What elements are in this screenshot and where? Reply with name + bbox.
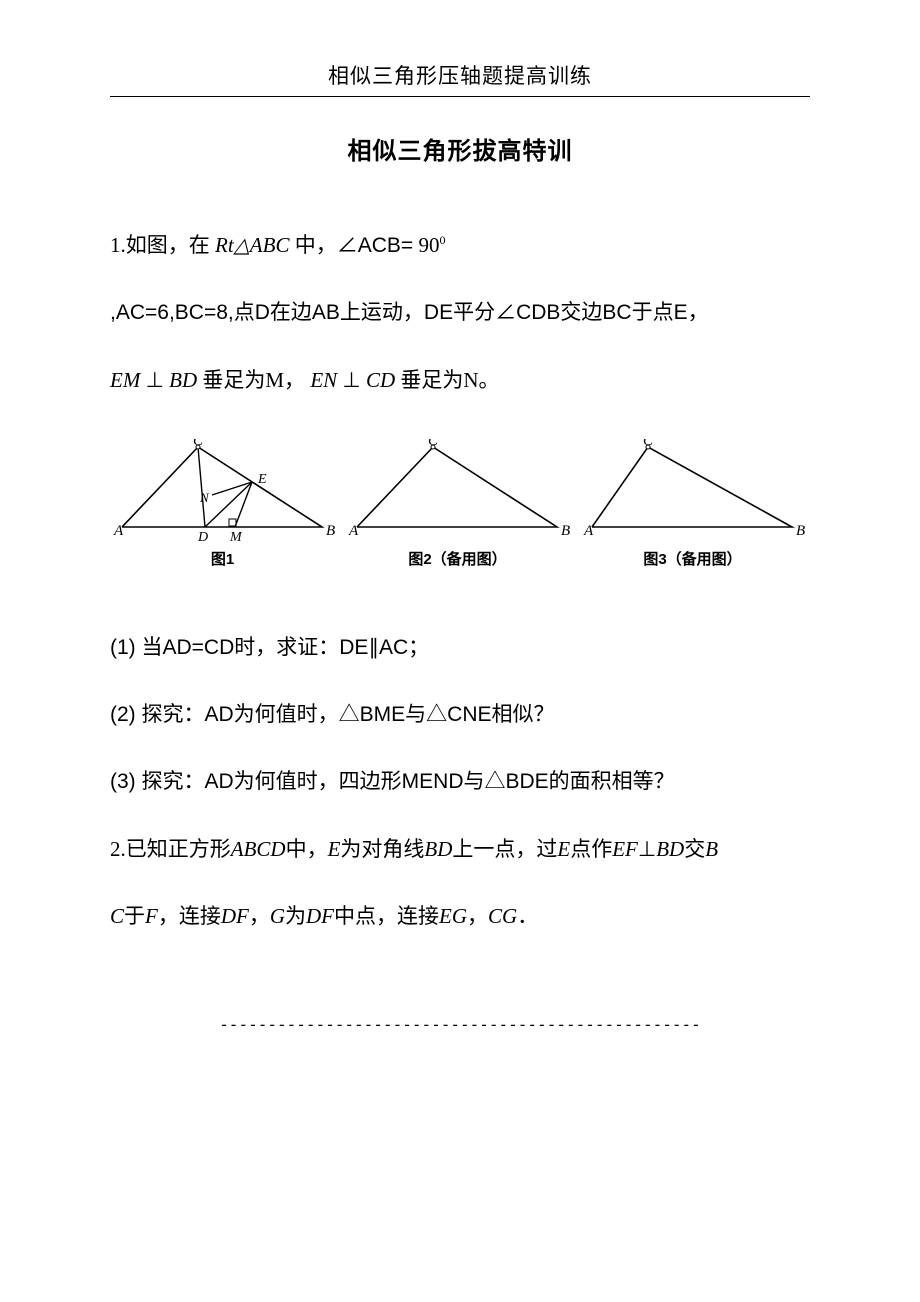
- p2-cg: CG: [488, 904, 517, 928]
- fig3-label-b: B: [796, 523, 805, 539]
- p1-l3-em: EM: [110, 368, 140, 392]
- fig2-triangle: [357, 447, 557, 527]
- p2-abcd: ABCD: [231, 837, 286, 861]
- fig2-label-b: B: [561, 523, 570, 539]
- fig1-label-b: B: [326, 523, 335, 539]
- problem2-line2: C于F，连接DF，G为DF中点，连接EG，CG．: [110, 887, 810, 946]
- p2-l1-e: 点作: [570, 837, 612, 861]
- p1-l3-mid1: 垂足为M，: [202, 368, 305, 392]
- problem2-line1: 2.已知正方形ABCD中，E为对角线BD上一点，过E点作EF⊥BD交B: [110, 820, 810, 879]
- p1-l1-rtabc: Rt△ABC: [215, 233, 289, 257]
- page: 相似三角形压轴题提高训练 相似三角形拔高特训 1.如图，在 Rt△ABC 中，∠…: [0, 0, 920, 1302]
- p2-ef: EF: [612, 837, 638, 861]
- p2-l1-c: 为对角线: [340, 837, 424, 861]
- figure-2-svg: A B C: [345, 439, 570, 544]
- problem1-q2: (2) 探究：AD为何值时，△BME与△CNE相似？: [110, 686, 810, 745]
- p1-l3-bd: BD: [169, 368, 197, 392]
- fig1-cd: [198, 447, 205, 527]
- p2-df2: DF: [306, 904, 334, 928]
- fig1-label-e: E: [257, 472, 267, 487]
- p2-f: F: [145, 904, 158, 928]
- figures-row: A B C D M E N 图1 A B C 图2（备用图）: [110, 439, 810, 569]
- figure-3-caption: 图3（备用图）: [580, 548, 805, 569]
- fig3-label-a: A: [583, 523, 594, 539]
- p2-bd: BD: [424, 837, 452, 861]
- p2-g: G: [270, 904, 285, 928]
- fig1-label-a: A: [113, 523, 124, 539]
- p2-l2-d: ，: [249, 904, 270, 928]
- problem1-line1: 1.如图，在 Rt△ABC 中，∠ACB= 900: [110, 216, 810, 276]
- p2-e2: E: [557, 837, 570, 861]
- p1-l1-pre: 1.如图，在: [110, 233, 210, 257]
- p2-b: B: [705, 837, 718, 861]
- figure-3-svg: A B C: [580, 439, 805, 544]
- p1-l1-eq: =: [401, 234, 413, 257]
- figure-1-svg: A B C D M E N: [110, 439, 335, 544]
- p1-l3-cd: CD: [366, 368, 395, 392]
- fig1-label-n: N: [199, 490, 210, 505]
- p2-l1-d: 上一点，过: [452, 837, 557, 861]
- p2-bd2: BD: [656, 837, 684, 861]
- p2-perp: ⊥: [638, 837, 656, 861]
- figure-2-caption: 图2（备用图）: [345, 548, 570, 569]
- p2-l2-g: ，: [467, 904, 488, 928]
- fig1-right-angle-m: [229, 519, 236, 526]
- p2-df: DF: [221, 904, 249, 928]
- fig3-vertex-c: [646, 445, 650, 449]
- main-title: 相似三角形拔高特训: [110, 131, 810, 166]
- p1-l1-acb: ACB: [358, 234, 401, 257]
- problem1-line3: EM ⊥ BD 垂足为M， EN ⊥ CD 垂足为N。: [110, 351, 810, 410]
- p2-e: E: [328, 837, 341, 861]
- figure-3: A B C 图3（备用图）: [580, 439, 805, 569]
- p2-l1-f: 交: [684, 837, 705, 861]
- p2-l2-f: 中点，连接: [334, 904, 439, 928]
- p1-l1-degunit: 0: [439, 233, 445, 247]
- problem1-line2: ,AC=6,BC=8,点D在边AB上运动，DE平分∠CDB交边BC于点E，: [110, 284, 810, 343]
- fig1-me: [235, 482, 252, 527]
- p1-l3-mid2: 垂足为N。: [400, 368, 499, 392]
- p1-l3-en: EN: [310, 368, 337, 392]
- p2-l1-a: 2.已知正方形: [110, 837, 231, 861]
- p1-l1-mid: 中，∠: [295, 233, 358, 257]
- fig1-triangle: [122, 447, 322, 527]
- p2-l2-h: ．: [517, 904, 538, 928]
- problem1-q3: (3) 探究：AD为何值时，四边形MEND与△BDE的面积相等？: [110, 753, 810, 812]
- problem1-q1: (1) 当AD=CD时，求证：DE∥AC；: [110, 619, 810, 678]
- fig2-label-a: A: [348, 523, 359, 539]
- p2-l2-c2: ，连接: [158, 904, 221, 928]
- p1-l3-perp1: ⊥: [146, 368, 164, 392]
- footer-dashes: ----------------------------------------…: [110, 1015, 810, 1034]
- figure-1-caption: 图1: [110, 548, 335, 569]
- figure-1: A B C D M E N 图1: [110, 439, 335, 569]
- p2-l2-b: 于: [124, 904, 145, 928]
- fig1-label-m: M: [229, 530, 243, 544]
- p2-l2-e: 为: [285, 904, 306, 928]
- figure-2: A B C 图2（备用图）: [345, 439, 570, 569]
- p2-eg: EG: [439, 904, 467, 928]
- fig3-triangle: [592, 447, 792, 527]
- running-header: 相似三角形压轴题提高训练: [110, 60, 810, 97]
- fig1-vertex-c: [196, 445, 200, 449]
- p2-l2-c: C: [110, 904, 124, 928]
- p1-l1-90: 90: [418, 233, 439, 257]
- p1-l3-perp2: ⊥: [342, 368, 360, 392]
- fig1-label-d: D: [197, 530, 208, 544]
- fig2-vertex-c: [431, 445, 435, 449]
- p2-l1-b: 中，: [286, 837, 328, 861]
